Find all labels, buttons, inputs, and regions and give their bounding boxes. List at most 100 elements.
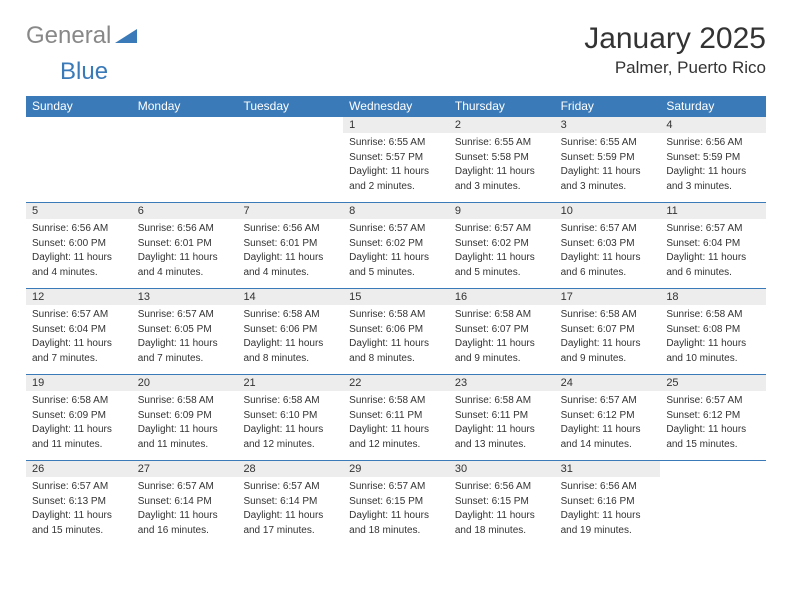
day-details: Sunrise: 6:58 AMSunset: 6:08 PMDaylight:… bbox=[660, 305, 766, 372]
day-number: 4 bbox=[660, 117, 766, 133]
day-dl1: Daylight: 11 hours bbox=[349, 423, 443, 437]
day-sunrise: Sunrise: 6:58 AM bbox=[455, 394, 549, 408]
day-sunset: Sunset: 6:15 PM bbox=[455, 495, 549, 509]
day-dl1: Daylight: 11 hours bbox=[243, 509, 337, 523]
day-dl2: and 10 minutes. bbox=[666, 352, 760, 366]
day-details: Sunrise: 6:58 AMSunset: 6:07 PMDaylight:… bbox=[449, 305, 555, 372]
day-dl1: Daylight: 11 hours bbox=[561, 423, 655, 437]
week-row: 5Sunrise: 6:56 AMSunset: 6:00 PMDaylight… bbox=[26, 202, 766, 288]
day-sunset: Sunset: 6:14 PM bbox=[138, 495, 232, 509]
day-number: 30 bbox=[449, 461, 555, 477]
day-sunrise: Sunrise: 6:58 AM bbox=[455, 308, 549, 322]
calendar-cell: 23Sunrise: 6:58 AMSunset: 6:11 PMDayligh… bbox=[449, 375, 555, 460]
day-details: Sunrise: 6:57 AMSunset: 6:12 PMDaylight:… bbox=[555, 391, 661, 458]
day-dl1: Daylight: 11 hours bbox=[349, 165, 443, 179]
day-sunset: Sunset: 6:08 PM bbox=[666, 323, 760, 337]
day-sunrise: Sunrise: 6:57 AM bbox=[349, 222, 443, 236]
calendar-cell: 3Sunrise: 6:55 AMSunset: 5:59 PMDaylight… bbox=[555, 117, 661, 202]
day-dl1: Daylight: 11 hours bbox=[561, 165, 655, 179]
day-details: Sunrise: 6:58 AMSunset: 6:10 PMDaylight:… bbox=[237, 391, 343, 458]
day-dl2: and 15 minutes. bbox=[666, 438, 760, 452]
day-number: 28 bbox=[237, 461, 343, 477]
day-sunrise: Sunrise: 6:55 AM bbox=[561, 136, 655, 150]
day-dl2: and 3 minutes. bbox=[666, 180, 760, 194]
day-sunset: Sunset: 6:14 PM bbox=[243, 495, 337, 509]
day-sunset: Sunset: 5:59 PM bbox=[666, 151, 760, 165]
day-number: 14 bbox=[237, 289, 343, 305]
day-dl1: Daylight: 11 hours bbox=[455, 423, 549, 437]
day-number: 27 bbox=[132, 461, 238, 477]
day-dl1: Daylight: 11 hours bbox=[455, 251, 549, 265]
day-sunrise: Sunrise: 6:56 AM bbox=[243, 222, 337, 236]
day-sunrise: Sunrise: 6:56 AM bbox=[561, 480, 655, 494]
day-sunset: Sunset: 6:07 PM bbox=[561, 323, 655, 337]
day-number: 21 bbox=[237, 375, 343, 391]
day-dl2: and 8 minutes. bbox=[349, 352, 443, 366]
day-dl2: and 18 minutes. bbox=[455, 524, 549, 538]
day-dl1: Daylight: 11 hours bbox=[666, 165, 760, 179]
day-dl2: and 8 minutes. bbox=[243, 352, 337, 366]
day-dl2: and 12 minutes. bbox=[243, 438, 337, 452]
day-sunset: Sunset: 6:07 PM bbox=[455, 323, 549, 337]
day-number: 20 bbox=[132, 375, 238, 391]
day-sunrise: Sunrise: 6:58 AM bbox=[243, 394, 337, 408]
day-dl1: Daylight: 11 hours bbox=[455, 165, 549, 179]
day-dl1: Daylight: 11 hours bbox=[349, 509, 443, 523]
day-details: Sunrise: 6:57 AMSunset: 6:04 PMDaylight:… bbox=[26, 305, 132, 372]
calendar-cell: 16Sunrise: 6:58 AMSunset: 6:07 PMDayligh… bbox=[449, 289, 555, 374]
day-sunrise: Sunrise: 6:57 AM bbox=[243, 480, 337, 494]
logo-text-1: General bbox=[26, 22, 111, 50]
day-sunrise: Sunrise: 6:57 AM bbox=[138, 308, 232, 322]
week-row: 19Sunrise: 6:58 AMSunset: 6:09 PMDayligh… bbox=[26, 374, 766, 460]
calendar: SundayMondayTuesdayWednesdayThursdayFrid… bbox=[26, 96, 766, 546]
day-details: Sunrise: 6:58 AMSunset: 6:09 PMDaylight:… bbox=[26, 391, 132, 458]
day-dl2: and 6 minutes. bbox=[561, 266, 655, 280]
day-number: 26 bbox=[26, 461, 132, 477]
day-number: 22 bbox=[343, 375, 449, 391]
day-dl1: Daylight: 11 hours bbox=[561, 251, 655, 265]
day-number: 6 bbox=[132, 203, 238, 219]
day-details: Sunrise: 6:55 AMSunset: 5:59 PMDaylight:… bbox=[555, 133, 661, 200]
day-dl1: Daylight: 11 hours bbox=[561, 509, 655, 523]
calendar-cell bbox=[26, 117, 132, 202]
calendar-cell: 13Sunrise: 6:57 AMSunset: 6:05 PMDayligh… bbox=[132, 289, 238, 374]
day-dl1: Daylight: 11 hours bbox=[455, 337, 549, 351]
day-sunset: Sunset: 6:05 PM bbox=[138, 323, 232, 337]
day-dl1: Daylight: 11 hours bbox=[32, 423, 126, 437]
week-row: 1Sunrise: 6:55 AMSunset: 5:57 PMDaylight… bbox=[26, 116, 766, 202]
day-details: Sunrise: 6:55 AMSunset: 5:58 PMDaylight:… bbox=[449, 133, 555, 200]
day-sunset: Sunset: 6:09 PM bbox=[138, 409, 232, 423]
day-dl2: and 4 minutes. bbox=[32, 266, 126, 280]
day-dl2: and 18 minutes. bbox=[349, 524, 443, 538]
day-sunrise: Sunrise: 6:57 AM bbox=[32, 480, 126, 494]
day-sunrise: Sunrise: 6:56 AM bbox=[138, 222, 232, 236]
day-details: Sunrise: 6:57 AMSunset: 6:02 PMDaylight:… bbox=[449, 219, 555, 286]
day-number: 31 bbox=[555, 461, 661, 477]
day-details: Sunrise: 6:57 AMSunset: 6:13 PMDaylight:… bbox=[26, 477, 132, 544]
day-sunset: Sunset: 6:10 PM bbox=[243, 409, 337, 423]
page-title: January 2025 bbox=[584, 22, 766, 56]
day-dl2: and 14 minutes. bbox=[561, 438, 655, 452]
day-sunset: Sunset: 6:13 PM bbox=[32, 495, 126, 509]
day-dl2: and 19 minutes. bbox=[561, 524, 655, 538]
day-dl2: and 13 minutes. bbox=[455, 438, 549, 452]
day-details: Sunrise: 6:56 AMSunset: 6:01 PMDaylight:… bbox=[237, 219, 343, 286]
day-dl2: and 11 minutes. bbox=[32, 438, 126, 452]
day-dl1: Daylight: 11 hours bbox=[243, 337, 337, 351]
day-details: Sunrise: 6:56 AMSunset: 6:01 PMDaylight:… bbox=[132, 219, 238, 286]
day-dl2: and 7 minutes. bbox=[32, 352, 126, 366]
day-details: Sunrise: 6:56 AMSunset: 6:16 PMDaylight:… bbox=[555, 477, 661, 544]
day-dl2: and 5 minutes. bbox=[349, 266, 443, 280]
day-dl1: Daylight: 11 hours bbox=[138, 509, 232, 523]
day-number: 17 bbox=[555, 289, 661, 305]
day-sunset: Sunset: 6:02 PM bbox=[349, 237, 443, 251]
day-details: Sunrise: 6:56 AMSunset: 5:59 PMDaylight:… bbox=[660, 133, 766, 200]
day-sunset: Sunset: 6:15 PM bbox=[349, 495, 443, 509]
day-sunrise: Sunrise: 6:58 AM bbox=[243, 308, 337, 322]
day-sunrise: Sunrise: 6:55 AM bbox=[455, 136, 549, 150]
day-dl1: Daylight: 11 hours bbox=[561, 337, 655, 351]
day-number: 7 bbox=[237, 203, 343, 219]
day-details: Sunrise: 6:57 AMSunset: 6:05 PMDaylight:… bbox=[132, 305, 238, 372]
day-number: 19 bbox=[26, 375, 132, 391]
day-sunset: Sunset: 6:09 PM bbox=[32, 409, 126, 423]
